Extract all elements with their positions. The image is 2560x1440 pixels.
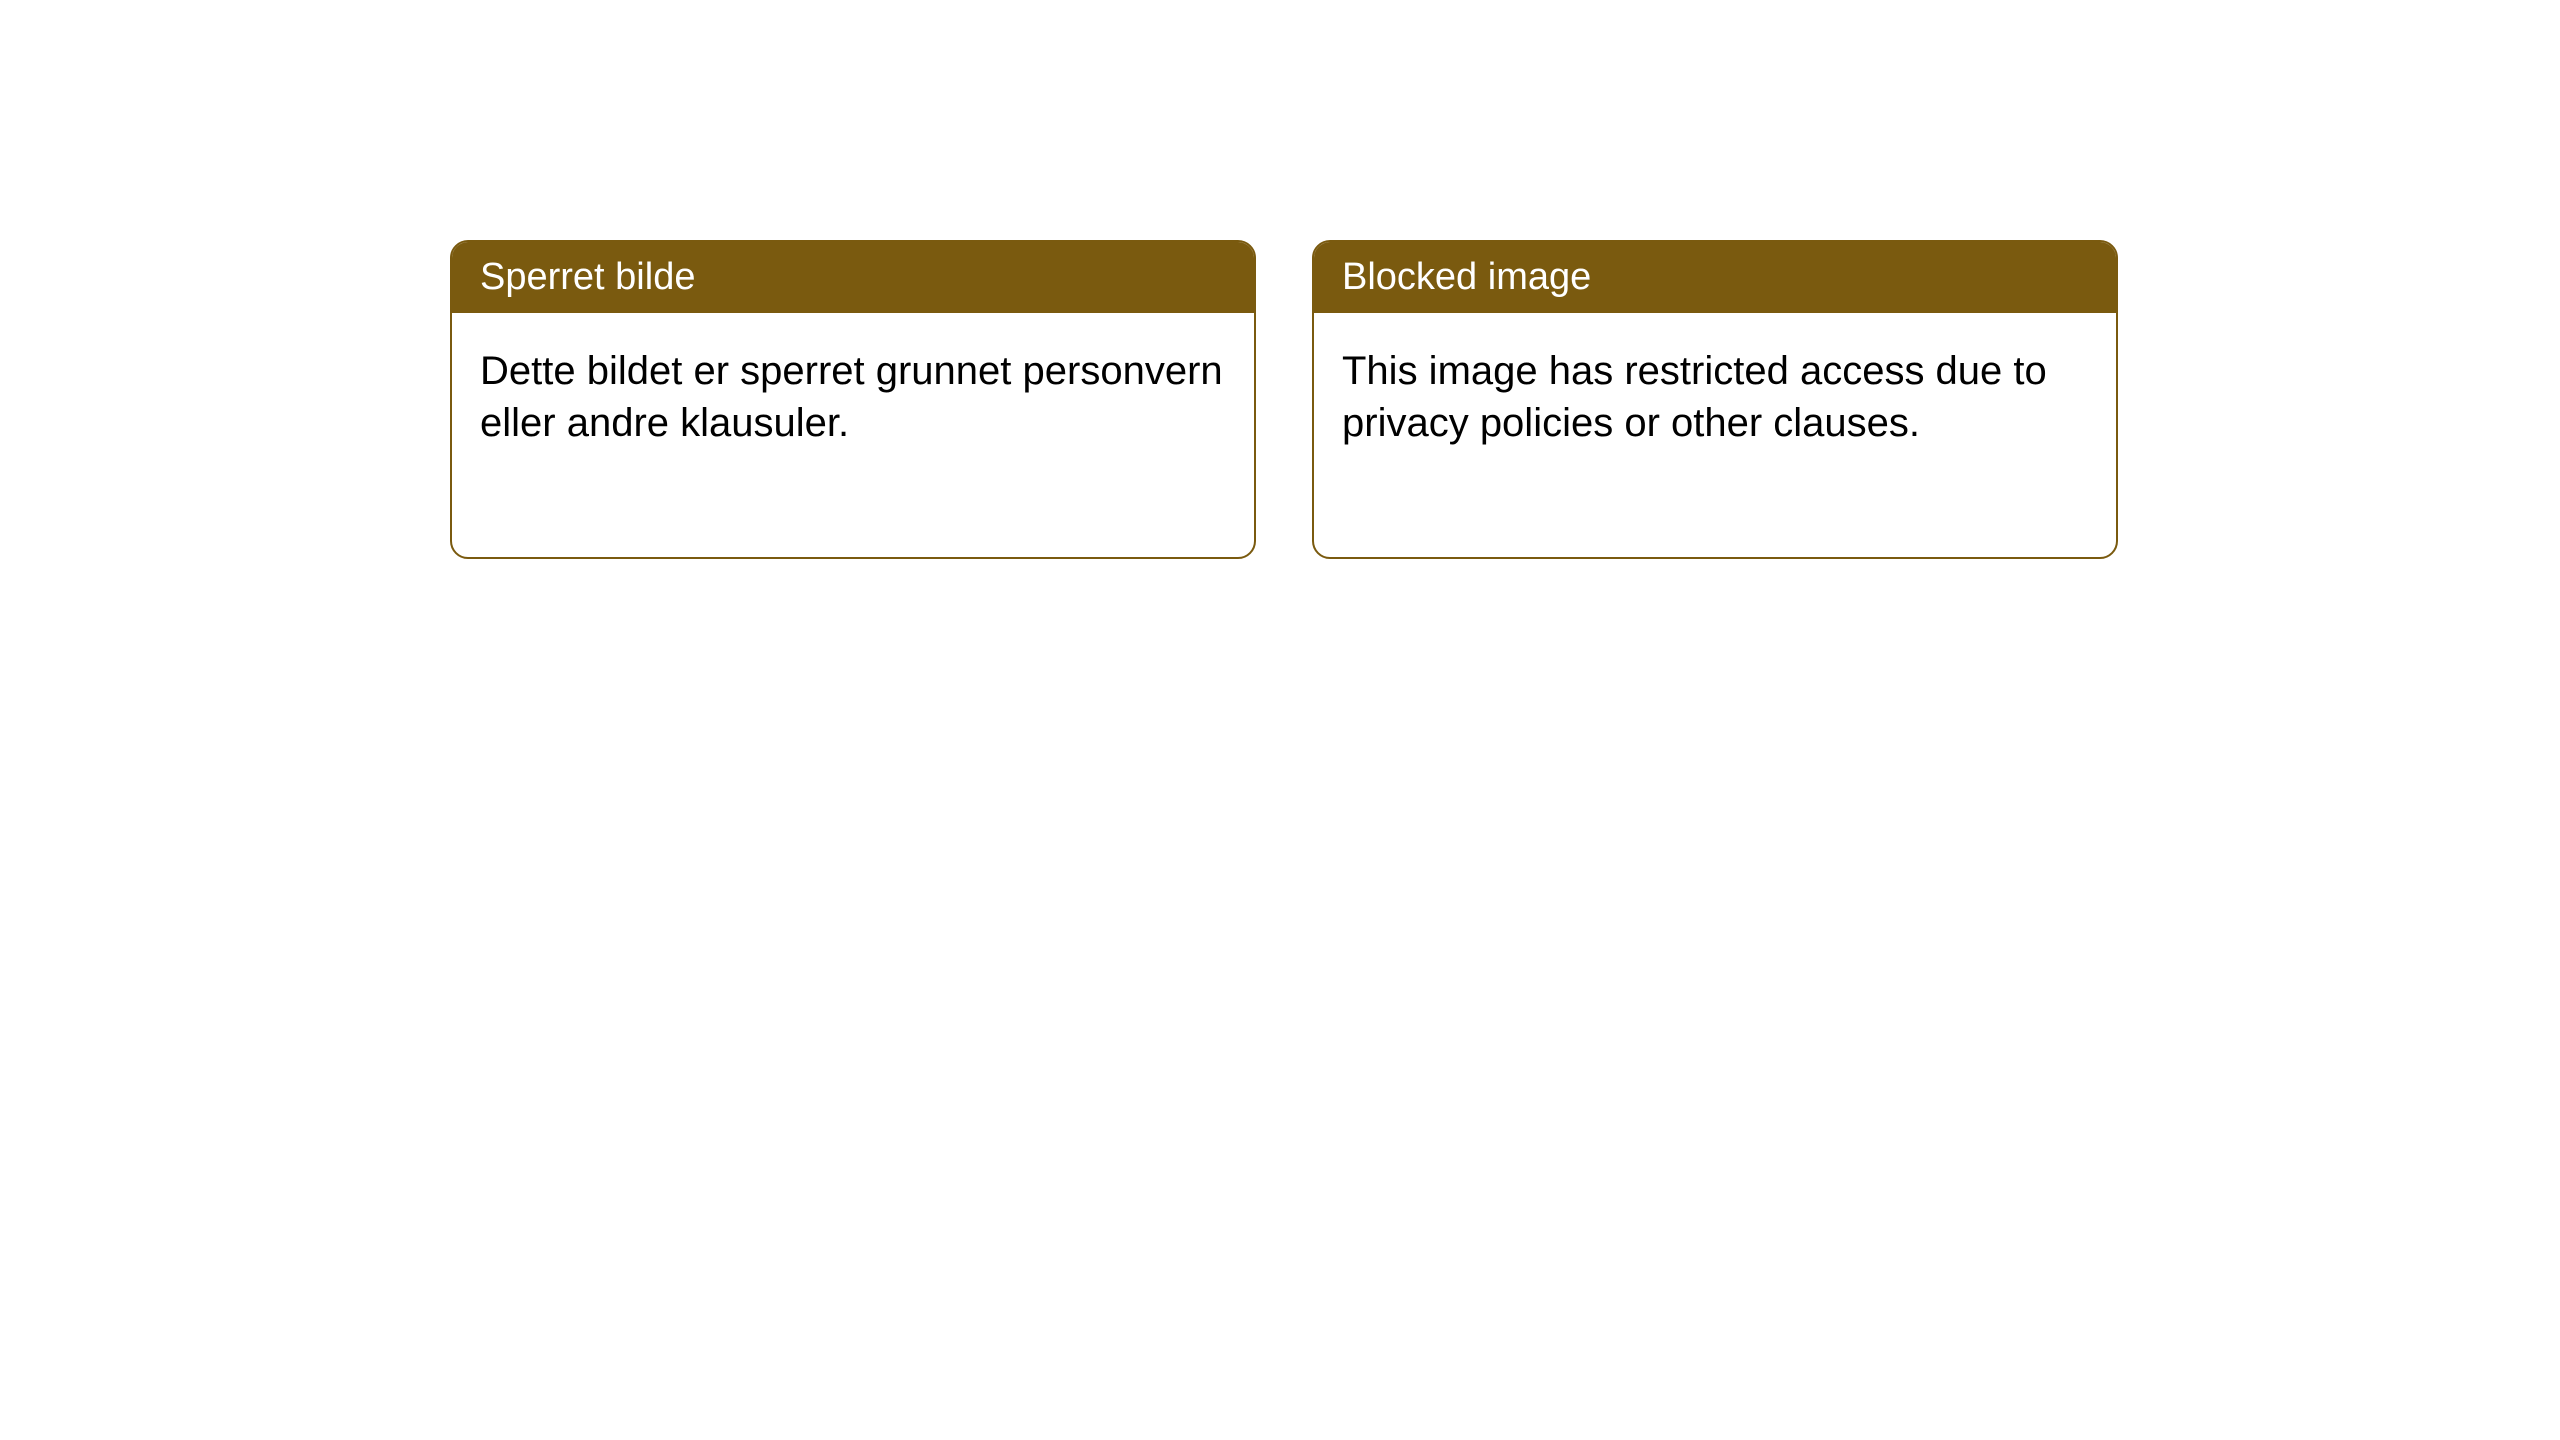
notice-title: Sperret bilde [480, 256, 695, 298]
notice-container: Sperret bilde Dette bildet er sperret gr… [450, 240, 2118, 559]
notice-body-text: Dette bildet er sperret grunnet personve… [480, 349, 1223, 445]
notice-card-english: Blocked image This image has restricted … [1312, 240, 2118, 559]
notice-body-text: This image has restricted access due to … [1342, 349, 2047, 445]
notice-body: Dette bildet er sperret grunnet personve… [452, 313, 1254, 557]
notice-card-norwegian: Sperret bilde Dette bildet er sperret gr… [450, 240, 1256, 559]
notice-header: Sperret bilde [452, 242, 1254, 313]
notice-body: This image has restricted access due to … [1314, 313, 2116, 557]
notice-title: Blocked image [1342, 256, 1591, 298]
notice-header: Blocked image [1314, 242, 2116, 313]
